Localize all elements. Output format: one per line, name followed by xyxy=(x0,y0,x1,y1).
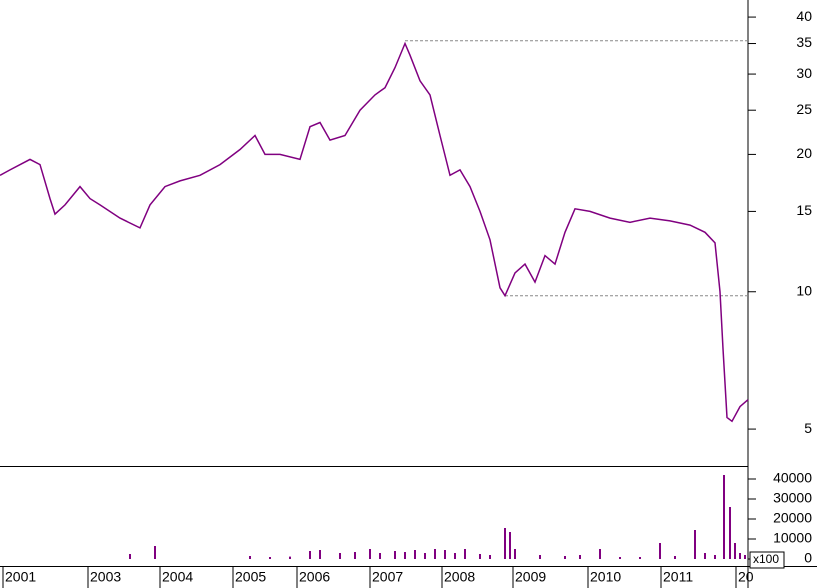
x-tick-label: 2006 xyxy=(299,569,330,585)
volume-bar xyxy=(509,532,511,559)
y-tick-label: 30000 xyxy=(773,490,812,506)
x-tick-label: 2011 xyxy=(663,569,693,585)
volume-bar xyxy=(454,553,456,559)
x-tick-label: 2007 xyxy=(372,569,403,585)
y-tick-label: 20000 xyxy=(773,510,812,526)
x-tick-label: 2005 xyxy=(235,569,266,585)
volume-bar xyxy=(539,555,541,559)
volume-bar xyxy=(564,556,566,559)
y-tick-label: 40 xyxy=(796,8,812,24)
volume-bar xyxy=(739,553,741,559)
y-tick-label: 20 xyxy=(796,145,812,161)
x-tick-label: 2010 xyxy=(590,569,621,585)
y-tick-label: 0 xyxy=(804,550,812,566)
x-tick-label: 2004 xyxy=(162,569,193,585)
volume-bar xyxy=(414,550,416,559)
x-tick-label: 2008 xyxy=(444,569,475,585)
x-tick-label: 20 xyxy=(738,569,754,585)
x-tick-label: 2001 xyxy=(5,569,36,585)
volume-bar xyxy=(674,556,676,559)
volume-bar xyxy=(704,553,706,559)
volume-bar xyxy=(154,546,156,559)
y-tick-label: 40000 xyxy=(773,470,812,486)
volume-bar xyxy=(369,549,371,559)
volume-bar xyxy=(129,554,131,559)
x-tick-label: 2003 xyxy=(90,569,121,585)
y-tick-label: 15 xyxy=(796,202,812,218)
volume-bar xyxy=(319,550,321,559)
volume-bar xyxy=(394,551,396,559)
volume-bar xyxy=(249,556,251,559)
volume-bar xyxy=(424,553,426,559)
y-tick-label: 25 xyxy=(796,101,812,117)
volume-bar xyxy=(514,549,516,559)
volume-bar xyxy=(404,552,406,559)
price-line xyxy=(0,41,749,423)
volume-bar xyxy=(289,556,291,559)
volume-bar xyxy=(309,551,311,559)
volume-bar xyxy=(694,530,696,559)
volume-bar xyxy=(744,555,746,559)
y-tick-label: 10 xyxy=(796,282,812,298)
x-tick-label: 2009 xyxy=(515,569,546,585)
y-tick-label: 10000 xyxy=(773,530,812,546)
volume-bar xyxy=(379,553,381,559)
volume-bar xyxy=(734,543,736,559)
unit-label-box xyxy=(749,551,785,569)
y-tick-label: 35 xyxy=(796,34,812,50)
y-tick-label: 30 xyxy=(796,65,812,81)
volume-bar xyxy=(639,557,641,559)
volume-bar xyxy=(619,557,621,559)
volume-bar xyxy=(714,555,716,559)
volume-bar xyxy=(339,553,341,559)
volume-bar xyxy=(489,555,491,559)
volume-bar xyxy=(579,555,581,559)
volume-bar xyxy=(444,550,446,559)
volume-bar xyxy=(504,528,506,559)
volume-bar xyxy=(464,549,466,559)
y-tick-label: 5 xyxy=(804,420,812,436)
volume-bar xyxy=(599,549,601,559)
volume-bar xyxy=(659,543,661,559)
volume-bar xyxy=(723,475,725,559)
unit-label: x100 xyxy=(753,552,779,566)
volume-bar xyxy=(269,557,271,559)
volume-bar xyxy=(354,552,356,559)
volume-bar xyxy=(434,549,436,559)
volume-bar xyxy=(729,507,731,559)
volume-bar xyxy=(479,554,481,559)
